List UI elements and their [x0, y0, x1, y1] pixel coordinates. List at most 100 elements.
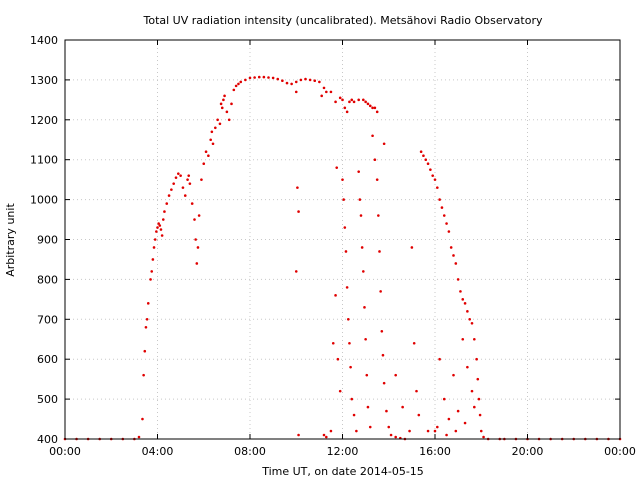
data-point: [186, 178, 189, 181]
data-point: [352, 100, 356, 104]
x-tick-label: 08:00: [234, 445, 266, 458]
y-tick-labels: 400 500 600 700 800 900 1000 1100 1200 1300 1400: [30, 34, 58, 446]
data-point: [429, 168, 432, 171]
data-point: [459, 290, 462, 293]
data-point: [394, 435, 397, 439]
data-point: [177, 172, 180, 175]
data-point: [371, 134, 374, 138]
data-point: [232, 88, 236, 92]
data-point: [210, 130, 214, 134]
data-point: [382, 142, 386, 146]
data-point: [209, 138, 212, 142]
data-point: [366, 102, 370, 106]
data-point: [297, 433, 300, 437]
data-point: [190, 202, 194, 205]
data-point: [447, 417, 451, 421]
data-point: [313, 79, 317, 82]
data-points: [63, 75, 622, 441]
data-point: [262, 75, 266, 79]
data-point: [202, 162, 206, 165]
x-tick-label: 12:00: [327, 445, 359, 458]
data-point: [375, 178, 379, 181]
data-point: [373, 106, 377, 110]
data-point: [151, 258, 155, 261]
data-point: [381, 353, 385, 357]
data-point: [463, 302, 467, 305]
data-point: [365, 373, 369, 377]
data-point: [188, 182, 192, 185]
x-tick-label: 20:00: [512, 445, 544, 458]
data-point: [322, 433, 326, 437]
data-point: [454, 429, 458, 433]
data-point: [230, 102, 233, 106]
data-point: [438, 357, 441, 361]
data-point: [149, 278, 152, 281]
data-point: [412, 341, 416, 345]
x-tick-label: 16:00: [419, 445, 451, 458]
data-point: [478, 413, 482, 417]
data-point: [253, 76, 256, 79]
data-point: [237, 82, 240, 86]
data-point: [320, 94, 323, 98]
data-point: [357, 170, 360, 173]
data-point: [296, 186, 299, 189]
chart-title: Total UV radiation intensity (uncalibrat…: [143, 14, 543, 27]
data-point: [436, 425, 439, 429]
data-point: [172, 182, 175, 185]
data-point: [193, 218, 196, 221]
data-point: [419, 150, 423, 154]
data-point: [345, 110, 349, 114]
data-point: [348, 100, 351, 104]
x-axis-label: Time UT, on date 2014-05-15: [261, 465, 424, 478]
data-point: [355, 429, 358, 433]
data-point: [216, 118, 219, 122]
data-point: [346, 318, 350, 321]
data-point: [207, 154, 210, 158]
data-point: [343, 226, 347, 229]
data-point: [362, 98, 365, 102]
data-point: [331, 341, 335, 345]
data-point: [218, 122, 222, 126]
data-point: [375, 110, 379, 114]
data-point: [452, 254, 455, 257]
data-point: [183, 194, 187, 197]
data-point: [344, 250, 348, 253]
data-point: [475, 357, 478, 361]
data-point: [155, 230, 158, 233]
data-point: [461, 337, 465, 341]
data-point: [248, 76, 252, 80]
data-point: [447, 230, 451, 233]
data-point: [410, 246, 414, 249]
data-point: [157, 222, 160, 225]
data-point: [294, 270, 298, 273]
data-point: [200, 178, 203, 181]
data-point: [214, 126, 217, 130]
data-point: [281, 79, 284, 82]
data-point: [456, 278, 460, 281]
data-point: [380, 329, 384, 333]
data-point: [461, 298, 465, 301]
data-point: [187, 174, 191, 177]
data-point: [389, 433, 393, 437]
data-point: [473, 405, 476, 409]
data-point: [456, 409, 460, 413]
data-point: [371, 106, 374, 110]
data-point: [334, 100, 337, 104]
data-point: [257, 75, 261, 79]
data-point: [227, 118, 231, 122]
data-point: [382, 381, 386, 385]
data-point: [368, 425, 372, 429]
data-point: [160, 234, 164, 237]
data-point: [219, 102, 223, 106]
data-point: [196, 246, 200, 249]
data-point: [358, 198, 362, 201]
data-point: [482, 435, 485, 439]
data-point: [144, 325, 148, 329]
data-point: [143, 349, 147, 353]
data-point: [325, 435, 328, 439]
data-point: [476, 377, 480, 381]
data-point: [343, 106, 347, 110]
data-point: [368, 104, 372, 108]
data-point: [145, 318, 149, 321]
x-tick-labels: 00:00 04:00 08:00 12:00 16:00 20:00 00:00: [49, 445, 636, 458]
